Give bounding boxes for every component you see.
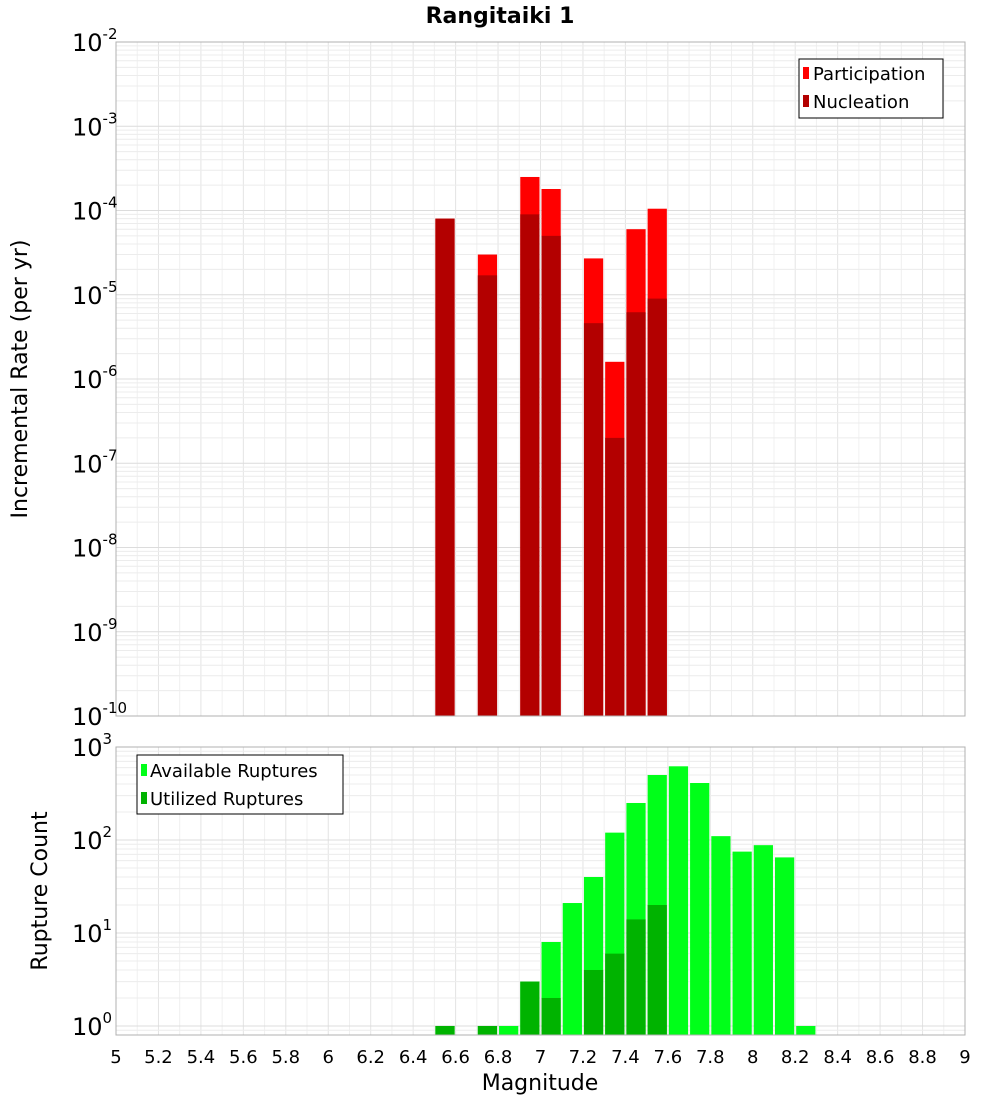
x-axis-label: Magnitude	[482, 1071, 599, 1096]
count-plot-frame	[115, 746, 966, 1036]
rate-y-tick-label: 10-3	[72, 109, 118, 141]
count-bar-utilized-ruptures	[605, 953, 625, 1035]
count-bar-utilized-ruptures	[626, 919, 646, 1035]
x-tick-label: 8	[747, 1047, 758, 1068]
x-tick-label: 5.6	[229, 1047, 258, 1068]
x-tick-label: 7.4	[611, 1047, 640, 1068]
count-bar-available-ruptures	[668, 766, 689, 1035]
count-x-ticks: 5 5.2 5.4 5.6 5.8 6 6.2 6.4 6.6 6.8 7 7.2 7.4 7.6 7.8 8…	[110, 1047, 970, 1068]
legend-swatch-available	[141, 764, 147, 776]
legend-label-participation: Participation	[813, 64, 925, 85]
rate-y-tick-label: 10-10	[72, 699, 127, 731]
rate-y-tick-label: 10-2	[72, 25, 118, 57]
rate-bar-nucleation	[626, 312, 646, 716]
x-tick-label: 5.4	[187, 1047, 216, 1068]
x-tick-label: 8.6	[866, 1047, 895, 1068]
count-bar-available-ruptures	[796, 1025, 816, 1035]
x-tick-label: 6.4	[399, 1047, 428, 1068]
legend-label-available: Available Ruptures	[150, 761, 318, 782]
count-y-tick-label: 102	[72, 823, 112, 855]
rate-y-tick-label: 10-9	[72, 615, 118, 647]
x-tick-label: 7.2	[569, 1047, 598, 1068]
count-y-ticks: 103 102 101 100	[72, 730, 112, 1041]
rate-grid	[115, 41, 966, 717]
count-bar-available-ruptures	[732, 851, 752, 1035]
rate-bars	[435, 176, 667, 717]
x-tick-label: 9	[959, 1047, 970, 1068]
rate-legend: Participation Nucleation	[798, 58, 944, 119]
count-bar-utilized-ruptures	[583, 969, 604, 1035]
count-y-tick-label: 101	[72, 916, 112, 948]
legend-swatch-utilized	[141, 792, 147, 804]
rate-legend-box	[798, 58, 944, 119]
count-y-tick-label: 103	[72, 730, 112, 762]
count-bar-available-ruptures	[690, 783, 710, 1035]
count-y-tick-label: 100	[72, 1009, 112, 1041]
rate-panel: 10-2 10-3 10-4 10-5 10-6 10-7 10-8 10-9 10-10 In…	[8, 25, 966, 731]
x-tick-label: 5	[110, 1047, 121, 1068]
count-bar-utilized-ruptures	[477, 1025, 498, 1035]
rate-y-tick-label: 10-4	[72, 194, 118, 226]
legend-swatch-participation	[803, 67, 809, 79]
legend-swatch-nucleation	[803, 95, 809, 107]
count-bar-available-ruptures	[711, 836, 731, 1035]
count-panel: 103 102 101 100 5 5.2 5.4 5.6 5.8 6 6.2 6.4 6.6 6.8 7…	[28, 730, 971, 1096]
rate-y-tick-label: 10-7	[72, 446, 118, 478]
count-bar-available-ruptures	[499, 1025, 519, 1035]
x-tick-label: 5.2	[144, 1047, 173, 1068]
rate-bar-nucleation	[520, 214, 540, 716]
rate-bar-nucleation	[605, 437, 625, 716]
x-tick-label: 8.4	[823, 1047, 852, 1068]
count-bar-utilized-ruptures	[435, 1025, 455, 1035]
count-bar-utilized-ruptures	[541, 997, 561, 1035]
rate-bar-nucleation	[477, 275, 498, 716]
legend-label-nucleation: Nucleation	[813, 92, 909, 113]
count-bar-utilized-ruptures	[647, 904, 667, 1035]
x-tick-label: 6.6	[441, 1047, 470, 1068]
count-bar-available-ruptures	[753, 845, 773, 1035]
x-tick-label: 6.8	[484, 1047, 513, 1068]
rate-y-ticks: 10-2 10-3 10-4 10-5 10-6 10-7 10-8 10-9 10-10	[72, 25, 127, 731]
x-tick-label: 7.8	[696, 1047, 725, 1068]
legend-label-utilized: Utilized Ruptures	[150, 789, 303, 810]
x-tick-label: 5.8	[271, 1047, 300, 1068]
count-bar-available-ruptures	[562, 903, 582, 1035]
count-legend-box	[136, 754, 344, 815]
rate-y-tick-label: 10-6	[72, 362, 118, 394]
x-tick-label: 6.2	[356, 1047, 385, 1068]
rate-bar-nucleation	[435, 218, 455, 716]
x-tick-label: 8.2	[781, 1047, 810, 1068]
count-legend: Available Ruptures Utilized Ruptures	[136, 754, 344, 815]
rate-bar-nucleation	[541, 235, 561, 717]
x-tick-label: 7	[535, 1047, 546, 1068]
x-tick-label: 6	[323, 1047, 334, 1068]
rate-bar-nucleation	[647, 298, 667, 716]
count-y-axis-label: Rupture Count	[28, 811, 53, 971]
count-bar-available-ruptures	[774, 857, 795, 1035]
rate-y-axis-label: Incremental Rate (per yr)	[8, 240, 33, 519]
count-bars	[435, 766, 816, 1035]
rate-y-tick-label: 10-5	[72, 278, 118, 310]
x-tick-label: 8.8	[908, 1047, 937, 1068]
chart-title: Rangitaiki 1	[426, 4, 575, 29]
rate-y-tick-label: 10-8	[72, 531, 118, 563]
x-tick-label: 7.6	[654, 1047, 683, 1068]
rate-plot-frame	[115, 41, 966, 717]
count-bar-utilized-ruptures	[520, 981, 540, 1035]
rate-bar-nucleation	[583, 323, 604, 716]
